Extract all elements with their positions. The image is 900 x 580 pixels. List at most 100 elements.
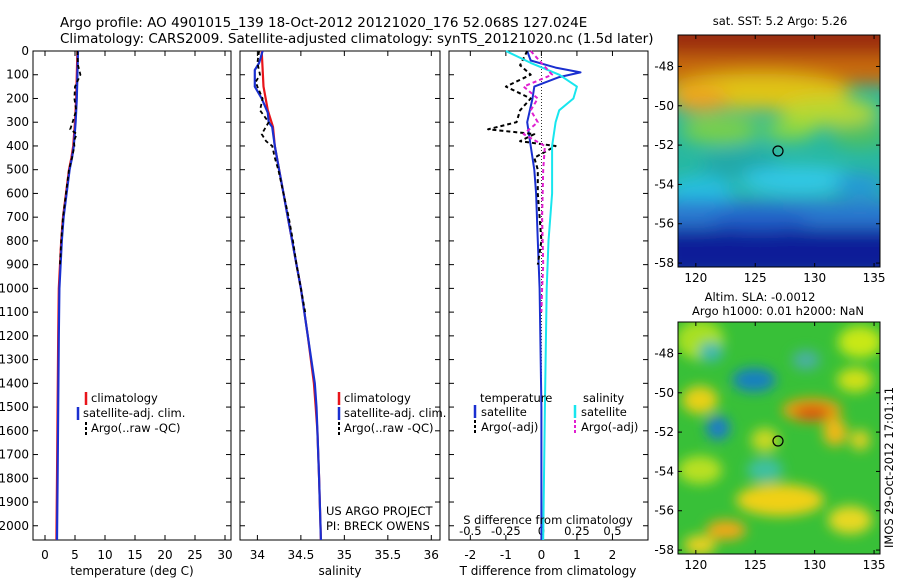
sla-map-subtitle: Argo h1000: 0.01 h2000: NaN [692,304,864,318]
s-difference-xlabel: S difference from climatology [463,513,633,527]
y-tick-label: 1400 [0,376,29,390]
y-tick-label: 1000 [0,281,29,295]
x-tick-label: -2 [464,548,476,562]
sst-argo-marker [772,145,784,157]
difference-legend: temperature salinity satellite satellite… [473,391,638,434]
map-y-tick-label: -50 [654,99,674,113]
salinity-legend: climatology satellite-adj. clim. Argo(..… [326,391,446,533]
y-tick-label: 900 [6,258,29,272]
map-y-tick-label: -52 [654,425,674,439]
x-tick-label: -1 [500,548,512,562]
map-y-tick-label: -54 [654,464,674,478]
x-tick-label: 15 [127,548,142,562]
sla-heatmap [678,322,880,554]
series-t_argo [487,50,557,265]
header-line-1: Argo profile: AO 4901015_139 18-Oct-2012… [60,15,587,31]
map-x-tick-label: 130 [803,558,826,572]
y-tick-label: 0 [21,44,29,58]
t-difference-xlabel: T difference from climatology [459,564,637,578]
map-y-tick-label: -56 [654,217,674,231]
y-tick-label: 200 [6,91,29,105]
sst-map-frame [677,34,881,268]
y-tick-label: 2000 [0,519,29,533]
temperature-plot: 0 5 10 15 20 25 300100200300400500600700800900… [0,44,233,562]
y-tick-label: 600 [6,186,29,200]
map-y-tick-label: -54 [654,177,674,191]
sla-map-axes: 120 125 130 135 -48 -50 -52 -54 -56 -58 [654,322,886,572]
legend-t-satellite: satellite [481,405,527,419]
x-tick-label: 35 [337,548,352,562]
legend-salinity-heading: salinity [583,391,624,405]
y-tick-label: 1700 [0,448,29,462]
s-tick-label: 0.5 [603,524,621,538]
sst-map-axes: 120 125 130 135 -48 -50 -52 -54 -56 -58 [654,35,886,285]
x-tick-label: 20 [157,548,172,562]
pi-annotation: PI: BRECK OWENS [326,519,430,533]
map-y-tick-label: -48 [654,59,674,73]
temperature-panel [32,50,232,541]
s-tick-label: 0.25 [564,524,590,538]
x-tick-label: 25 [187,548,202,562]
legend-argo: Argo(..raw -QC) [91,421,181,435]
legend-s-argo: Argo(-adj) [581,420,638,434]
s-tick-label: -0.25 [491,524,521,538]
temperature-legend: climatology satellite-adj. clim. Argo(..… [76,391,185,435]
header-line-2: Climatology: CARS2009. Satellite-adjuste… [60,31,653,47]
map-x-tick-label: 120 [684,558,707,572]
map-x-tick-label: 125 [744,271,767,285]
legend-t-argo: Argo(-adj) [481,420,538,434]
map-x-tick-label: 125 [744,558,767,572]
difference-panel [448,50,649,541]
x-tick-label: 2 [609,548,617,562]
y-tick-label: 400 [6,139,29,153]
x-tick-label: 35.5 [374,548,401,562]
legend-satellite-adj: satellite-adj. clim. [83,406,185,420]
sal-legend-climatology: climatology [344,391,411,405]
temperature-xlabel: temperature (deg C) [70,564,193,578]
sla-map-title: Altim. SLA: -0.0012 [705,290,816,304]
legend-climatology: climatology [91,391,158,405]
y-tick-label: 1500 [0,400,29,414]
y-tick-label: 1100 [0,305,29,319]
sst-heatmap [678,35,880,267]
sal-legend-argo: Argo(..raw -QC) [344,421,434,435]
series-s_argo [522,50,554,313]
map-y-tick-label: -52 [654,138,674,152]
map-y-tick-label: -58 [654,256,674,270]
sal-legend-satellite-adj: satellite-adj. clim. [344,406,446,420]
x-tick-label: 30 [217,548,232,562]
y-tick-label: 1600 [0,424,29,438]
side-timestamp-label: IMOS 29-Oct-2012 17:01:11 [882,387,896,548]
map-y-tick-label: -56 [654,504,674,518]
y-tick-label: 1200 [0,329,29,343]
legend-s-satellite: satellite [581,405,627,419]
project-annotation: US ARGO PROJECT [326,504,434,518]
x-tick-label: 0 [41,548,49,562]
y-tick-label: 300 [6,115,29,129]
sla-argo-marker [772,435,784,447]
sla-map-frame [677,321,881,555]
series-satellite [253,50,322,541]
map-y-tick-label: -58 [654,543,674,557]
series-argo [59,50,82,265]
x-tick-label: 5 [71,548,79,562]
map-x-tick-label: 120 [684,271,707,285]
s-tick-label: -0.5 [459,524,481,538]
salinity-plot: 34 34.5 35 35.5 36 [240,50,440,562]
x-tick-label: 36 [424,548,439,562]
series-satellite [55,50,80,541]
legend-temperature-heading: temperature [480,391,552,405]
y-tick-label: 1300 [0,353,29,367]
map-y-tick-label: -48 [654,346,674,360]
y-tick-label: 1800 [0,471,29,485]
sst-map-title: sat. SST: 5.2 Argo: 5.26 [713,14,848,28]
salinity-panel [239,50,441,541]
x-tick-label: 1 [573,548,581,562]
x-tick-label: 0 [538,548,546,562]
series-s_sat [505,50,578,541]
x-tick-label: 10 [97,548,112,562]
map-y-tick-label: -50 [654,386,674,400]
map-x-tick-label: 135 [863,271,886,285]
x-tick-label: 34.5 [288,548,315,562]
